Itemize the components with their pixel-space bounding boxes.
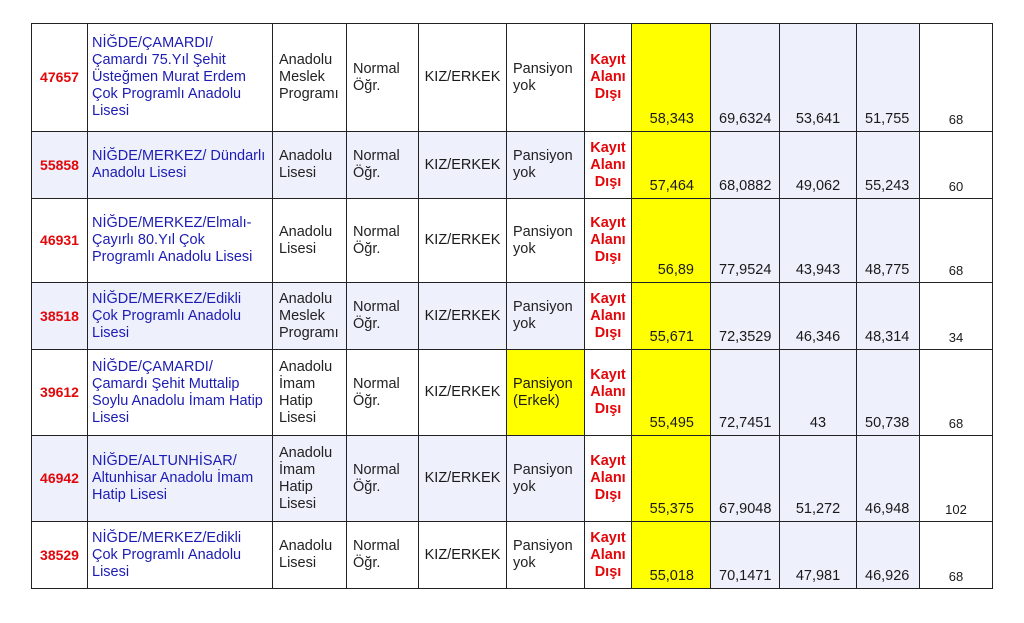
education-type: Normal Öğr.: [346, 282, 419, 350]
education-type: Normal Öğr.: [346, 198, 419, 283]
base-score: 57,464: [631, 131, 711, 199]
registration-status: Kayıt Alanı Dışı: [584, 521, 632, 589]
school-name: NİĞDE/MERKEZ/Edikli Çok Programlı Anadol…: [87, 521, 273, 589]
quota-count: 34: [919, 282, 993, 350]
pension-status: Pansiyon yok: [506, 282, 585, 350]
quota-count: 68: [919, 23, 993, 132]
base-score: 56,89: [631, 198, 711, 283]
program-type: Anadolu Lisesi: [272, 198, 347, 283]
base-score: 55,671: [631, 282, 711, 350]
score-value-3: 55,243: [856, 131, 920, 199]
pension-status: Pansiyon yok: [506, 198, 585, 283]
program-type: Anadolu İmam Hatip Lisesi: [272, 349, 347, 436]
pension-status: Pansiyon yok: [506, 131, 585, 199]
gender-type: KIZ/ERKEK: [418, 131, 507, 199]
pension-status: Pansiyon yok: [506, 435, 585, 522]
school-name: NİĞDE/ÇAMARDI/ Çamardı Şehit Muttalip So…: [87, 349, 273, 436]
gender-type: KIZ/ERKEK: [418, 349, 507, 436]
percentile-value: 70,1471: [710, 521, 780, 589]
school-code: 46942: [31, 435, 88, 522]
score-value-2: 53,641: [779, 23, 857, 132]
school-code: 47657: [31, 23, 88, 132]
gender-type: KIZ/ERKEK: [418, 198, 507, 283]
education-type: Normal Öğr.: [346, 349, 419, 436]
school-name: NİĞDE/ÇAMARDI/ Çamardı 75.Yıl Şehit Üste…: [87, 23, 273, 132]
registration-status: Kayıt Alanı Dışı: [584, 131, 632, 199]
school-code: 46931: [31, 198, 88, 283]
school-name: NİĞDE/MERKEZ/Elmalı-Çayırlı 80.Yıl Çok P…: [87, 198, 273, 283]
table-row: 47657 NİĞDE/ÇAMARDI/ Çamardı 75.Yıl Şehit…: [31, 23, 993, 132]
score-value-3: 50,738: [856, 349, 920, 436]
score-value-2: 43,943: [779, 198, 857, 283]
table-row: 55858 NİĞDE/MERKEZ/ Dündarlı Anadolu Lise…: [31, 131, 993, 199]
score-value-3: 48,314: [856, 282, 920, 350]
gender-type: KIZ/ERKEK: [418, 521, 507, 589]
quota-count: 68: [919, 349, 993, 436]
school-name: NİĞDE/ALTUNHİSAR/ Altunhisar Anadolu İma…: [87, 435, 273, 522]
school-code: 39612: [31, 349, 88, 436]
pension-status: Pansiyon yok: [506, 23, 585, 132]
program-type: Anadolu Meslek Programı: [272, 23, 347, 132]
quota-count: 68: [919, 521, 993, 589]
score-value-2: 43: [779, 349, 857, 436]
percentile-value: 67,9048: [710, 435, 780, 522]
base-score: 55,495: [631, 349, 711, 436]
gender-type: KIZ/ERKEK: [418, 435, 507, 522]
quota-count: 68: [919, 198, 993, 283]
quota-count: 60: [919, 131, 993, 199]
table-row: 38529 NİĞDE/MERKEZ/Edikli Çok Programlı A…: [31, 521, 993, 589]
score-value-3: 48,775: [856, 198, 920, 283]
score-value-2: 47,981: [779, 521, 857, 589]
base-score: 55,375: [631, 435, 711, 522]
school-code: 55858: [31, 131, 88, 199]
registration-status: Kayıt Alanı Dışı: [584, 435, 632, 522]
table-row: 46931 NİĞDE/MERKEZ/Elmalı-Çayırlı 80.Yıl …: [31, 198, 993, 283]
school-table: 47657 NİĞDE/ÇAMARDI/ Çamardı 75.Yıl Şehit…: [31, 23, 993, 589]
score-value-2: 46,346: [779, 282, 857, 350]
registration-status: Kayıt Alanı Dışı: [584, 282, 632, 350]
gender-type: KIZ/ERKEK: [418, 282, 507, 350]
program-type: Anadolu Meslek Programı: [272, 282, 347, 350]
score-value-3: 51,755: [856, 23, 920, 132]
school-code: 38518: [31, 282, 88, 350]
percentile-value: 72,3529: [710, 282, 780, 350]
table-row: 38518 NİĞDE/MERKEZ/Edikli Çok Programlı A…: [31, 282, 993, 350]
table-row: 39612 NİĞDE/ÇAMARDI/ Çamardı Şehit Muttal…: [31, 349, 993, 436]
school-name: NİĞDE/MERKEZ/ Dündarlı Anadolu Lisesi: [87, 131, 273, 199]
registration-status: Kayıt Alanı Dışı: [584, 23, 632, 132]
score-value-3: 46,926: [856, 521, 920, 589]
quota-count: 102: [919, 435, 993, 522]
program-type: Anadolu İmam Hatip Lisesi: [272, 435, 347, 522]
score-value-2: 49,062: [779, 131, 857, 199]
education-type: Normal Öğr.: [346, 23, 419, 132]
percentile-value: 68,0882: [710, 131, 780, 199]
percentile-value: 72,7451: [710, 349, 780, 436]
table-row: 46942 NİĞDE/ALTUNHİSAR/ Altunhisar Anadol…: [31, 435, 993, 522]
table-body: 47657 NİĞDE/ÇAMARDI/ Çamardı 75.Yıl Şehit…: [31, 23, 993, 589]
score-value-2: 51,272: [779, 435, 857, 522]
gender-type: KIZ/ERKEK: [418, 23, 507, 132]
score-value-3: 46,948: [856, 435, 920, 522]
base-score: 58,343: [631, 23, 711, 132]
education-type: Normal Öğr.: [346, 521, 419, 589]
registration-status: Kayıt Alanı Dışı: [584, 198, 632, 283]
pension-status: Pansiyon (Erkek): [506, 349, 585, 436]
education-type: Normal Öğr.: [346, 435, 419, 522]
percentile-value: 69,6324: [710, 23, 780, 132]
program-type: Anadolu Lisesi: [272, 521, 347, 589]
school-code: 38529: [31, 521, 88, 589]
school-name: NİĞDE/MERKEZ/Edikli Çok Programlı Anadol…: [87, 282, 273, 350]
program-type: Anadolu Lisesi: [272, 131, 347, 199]
percentile-value: 77,9524: [710, 198, 780, 283]
registration-status: Kayıt Alanı Dışı: [584, 349, 632, 436]
base-score: 55,018: [631, 521, 711, 589]
education-type: Normal Öğr.: [346, 131, 419, 199]
pension-status: Pansiyon yok: [506, 521, 585, 589]
